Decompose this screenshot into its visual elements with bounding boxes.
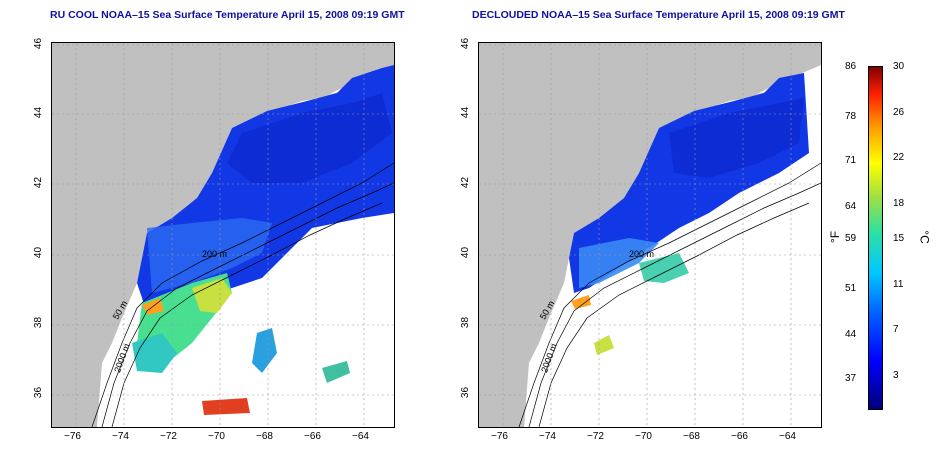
lon-tick: −74 [539, 431, 556, 442]
f-tick: 78 [845, 111, 857, 122]
warm-patch-yellow [192, 278, 232, 313]
contour-label-200m: 200 m [629, 249, 655, 259]
lon-tick: −68 [683, 431, 700, 442]
lat-tick: 40 [33, 246, 45, 259]
f-tick: 64 [845, 201, 857, 212]
lon-tick: −68 [256, 431, 273, 442]
c-tick: 15 [893, 233, 905, 244]
contour-50m [518, 162, 821, 427]
right-sst-map[interactable]: 200 m 50 m 2000 m [478, 42, 822, 428]
graticule [52, 43, 394, 427]
eddy-patch [252, 328, 277, 373]
lon-tick: −76 [64, 431, 81, 442]
lat-tick: 36 [460, 386, 472, 399]
c-tick: 26 [893, 107, 905, 118]
f-tick: 71 [845, 155, 857, 166]
contour-2000m [111, 202, 383, 427]
lat-tick: 40 [460, 246, 472, 259]
contour-200m [101, 182, 394, 427]
lon-tick: −72 [160, 431, 177, 442]
contour-label-200m: 200 m [202, 249, 228, 259]
celsius-label: °C [917, 230, 932, 244]
f-tick: 59 [845, 233, 857, 244]
contour-50m [91, 162, 394, 427]
left-map-title: RU COOL NOAA–15 Sea Surface Temperature … [50, 9, 405, 21]
gulf-stream-patch [571, 295, 591, 309]
warm-patch [639, 253, 689, 283]
left-sst-layer [52, 43, 394, 427]
lat-tick: 38 [33, 316, 45, 329]
lon-tick: −72 [587, 431, 604, 442]
temperature-colorbar [868, 66, 883, 410]
lon-tick: −70 [208, 431, 225, 442]
lon-tick: −74 [112, 431, 129, 442]
f-tick: 44 [845, 329, 857, 340]
lon-tick: −66 [731, 431, 748, 442]
contour-200m [528, 182, 821, 427]
right-sst-layer [479, 43, 821, 427]
south-patch [202, 398, 250, 415]
eddy-patch-east [322, 361, 350, 383]
lat-tick: 38 [460, 316, 472, 329]
lat-tick: 42 [33, 176, 45, 189]
land-mass [479, 43, 821, 427]
lon-tick: −76 [491, 431, 508, 442]
warm-patch-south [594, 335, 614, 355]
c-tick: 22 [893, 152, 905, 163]
cold-water-deep [227, 93, 392, 183]
lon-tick: −64 [779, 431, 796, 442]
c-tick: 11 [893, 279, 904, 290]
c-tick: 30 [893, 61, 905, 72]
f-tick: 51 [845, 283, 857, 294]
lat-tick: 46 [460, 37, 472, 50]
land-mass [52, 43, 394, 427]
c-tick: 3 [893, 370, 899, 381]
c-tick: 7 [893, 324, 899, 335]
contour-2000m [538, 202, 810, 427]
lon-tick: −70 [635, 431, 652, 442]
lat-tick: 44 [460, 106, 472, 119]
f-tick: 37 [845, 373, 857, 384]
right-map-title: DECLOUDED NOAA–15 Sea Surface Temperatur… [472, 9, 845, 21]
c-tick: 18 [893, 198, 905, 209]
f-tick: 86 [845, 61, 857, 72]
lat-tick: 42 [460, 176, 472, 189]
fahrenheit-label: °F [828, 230, 843, 244]
left-sst-map[interactable]: 200 m 50 m 2000 m [51, 42, 395, 428]
lat-tick: 36 [33, 386, 45, 399]
cold-water-deep [669, 98, 804, 178]
lat-tick: 44 [33, 106, 45, 119]
graticule [479, 43, 821, 427]
lon-tick: −66 [304, 431, 321, 442]
shelf-water [579, 238, 659, 288]
lon-tick: −64 [352, 431, 369, 442]
lat-tick: 46 [33, 37, 45, 50]
